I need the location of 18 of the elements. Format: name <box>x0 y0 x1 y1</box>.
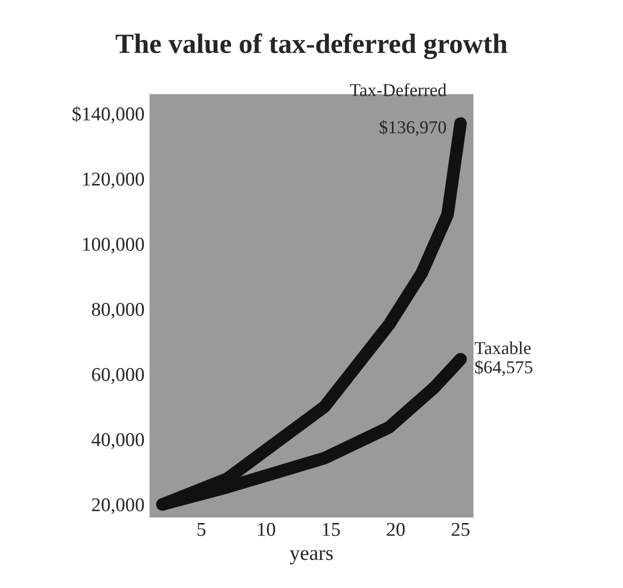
y-tick-label: 80,000 <box>92 302 144 319</box>
series-label: Taxable <box>474 341 531 354</box>
annotation: $136,970 <box>380 120 446 136</box>
y-tick-label: 120,000 <box>83 172 144 188</box>
y-tick-label: 60,000 <box>92 368 144 384</box>
chart-title: The value of tax-deferred growth <box>116 33 508 60</box>
x-axis-title: years <box>290 550 333 564</box>
y-tick-label: 100,000 <box>83 238 144 254</box>
x-tick-label: 10 <box>258 522 276 536</box>
y-tick-label: 20,000 <box>92 498 144 514</box>
y-tick-label: 40,000 <box>92 433 144 450</box>
annotation: $64,575 <box>475 360 532 376</box>
series-label: Tax-Deferred <box>350 83 446 96</box>
y-tick-label: $140,000 <box>72 106 144 124</box>
x-tick-label: 5 <box>198 523 206 536</box>
x-tick-label: 25 <box>452 522 470 536</box>
x-tick-label: 15 <box>322 522 340 536</box>
x-tick-label: 20 <box>386 522 405 536</box>
